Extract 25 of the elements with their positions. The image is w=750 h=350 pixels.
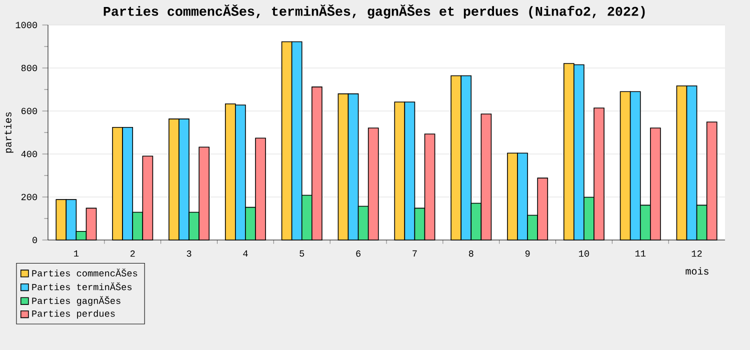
legend-label: Parties commencĂŠes [32, 268, 138, 276]
x-tick-label: 11 [635, 250, 646, 257]
y-tick-label: 0 [32, 236, 38, 244]
x-tick-label: 6 [356, 250, 360, 257]
legend-label: Parties perdues [32, 310, 115, 319]
y-tick-label: 400 [21, 150, 38, 158]
legend-label: Parties gagnĂŠes [32, 296, 120, 306]
x-tick-label: 3 [186, 250, 192, 257]
x-tick-label: 9 [525, 250, 530, 257]
x-tick-label: 2 [130, 250, 135, 257]
x-tick-label: 8 [468, 250, 474, 257]
x-tick-label: 5 [300, 250, 304, 257]
x-tick-label: 1 [74, 250, 79, 257]
y-tick-label: 800 [21, 64, 38, 72]
x-tick-label: 7 [412, 250, 417, 257]
y-tick-label: 600 [21, 108, 38, 114]
x-tick-label: 12 [692, 250, 702, 257]
x-tick-label: 4 [243, 250, 248, 257]
y-axis-title: parties [4, 112, 14, 153]
legend-label: Parties terminĂŠes [32, 282, 132, 290]
chart-title: Parties commencĂŠes, terminĂŠes, gagnĂŠes et perdues (Ninafo2, 2022) [104, 4, 645, 19]
y-tick-label: 200 [21, 194, 38, 200]
x-axis-title: mois [686, 267, 708, 275]
x-tick-label: 10 [579, 250, 589, 257]
y-tick-label: 1000 [16, 22, 38, 28]
